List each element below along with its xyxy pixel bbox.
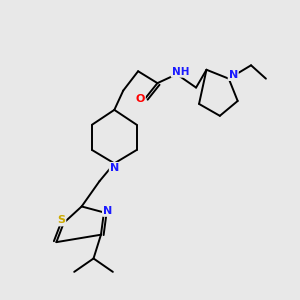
Text: N: N (229, 70, 238, 80)
Text: S: S (57, 215, 65, 225)
Text: NH: NH (172, 67, 189, 77)
Text: N: N (103, 206, 112, 216)
Text: N: N (110, 163, 119, 173)
Text: O: O (136, 94, 145, 104)
